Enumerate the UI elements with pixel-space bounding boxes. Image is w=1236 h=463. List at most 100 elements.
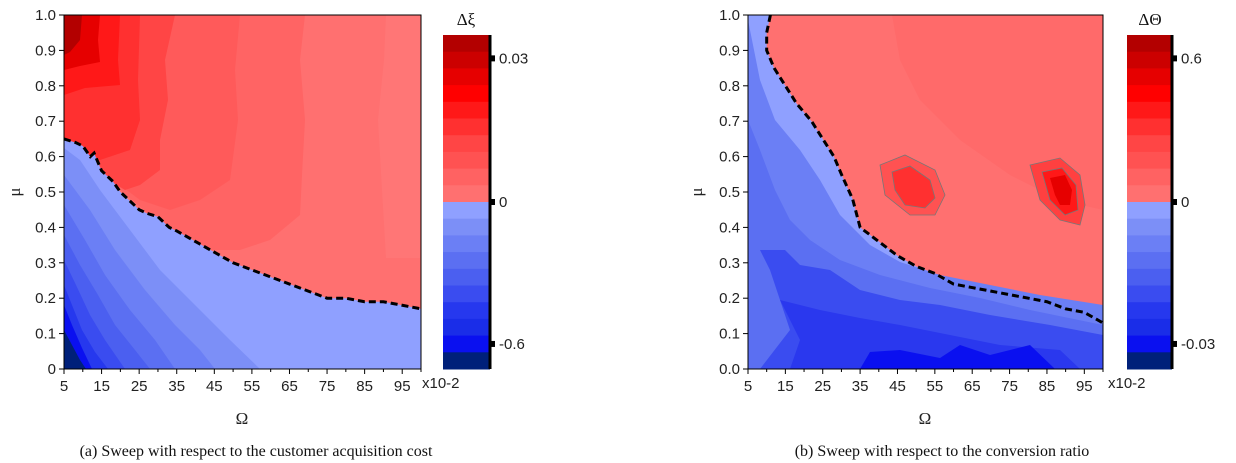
colorbar-swatch [443, 135, 490, 153]
colorbar-swatch [443, 151, 490, 170]
colorbar-swatch [443, 285, 490, 303]
y-tick-label: 0.6 [719, 149, 740, 166]
colorbar-swatch [443, 235, 490, 253]
x-tick-label: 75 [1001, 378, 1018, 395]
colorbar-swatch [1127, 318, 1172, 337]
colorbar-tick-mark [1171, 199, 1177, 205]
colorbar-swatch [443, 85, 490, 103]
colorbar-tick-label: -0.6 [499, 336, 525, 353]
y-tick-label: 0.8 [35, 78, 56, 95]
x-tick-label: 25 [814, 378, 831, 395]
colorbar-swatch [443, 51, 490, 69]
colorbar-title-a: Δξ [457, 10, 476, 29]
colorbar-swatch [1127, 85, 1172, 103]
colorbar-swatch [443, 168, 490, 186]
colorbar-swatch [1127, 135, 1172, 153]
x-tick-label: 15 [777, 378, 794, 395]
y-tick-label: 0.3 [719, 255, 740, 272]
y-tick-label: 0.7 [35, 113, 56, 130]
x-tick-label: 85 [356, 378, 373, 395]
y-tick-label: 0 [48, 361, 56, 378]
x-tick-label: 45 [206, 378, 223, 395]
y-tick-label: 0.9 [35, 42, 56, 59]
band-blue-8-a [64, 330, 86, 369]
caption-a: (a) Sweep with respect to the customer a… [80, 443, 433, 460]
colorbar-tick-label: 0.6 [1181, 50, 1202, 67]
hotspot-ring-1-2-b [891, 165, 936, 209]
y-axis-label-a: μ [5, 187, 24, 196]
x-tick-label: 65 [964, 378, 981, 395]
colorbar-swatch [443, 318, 490, 337]
colorbar-tick-mark [489, 199, 495, 205]
colorbar-swatch [1127, 235, 1172, 253]
y-tick-label: 0.5 [719, 184, 740, 201]
y-tick-label: 0.9 [719, 42, 740, 59]
x-tick-label: 75 [319, 378, 336, 395]
x-tick-label: 65 [281, 378, 298, 395]
colorbar-tick-label: 0 [1181, 194, 1189, 211]
colorbar-swatch [1127, 335, 1172, 353]
y-tick-label: 0.1 [719, 326, 740, 343]
axes-b: 5 15 25 35 45 55 65 75 85 95 0.0 0.1 0.2 0.3 0.4 0.5 0.6… [719, 7, 1104, 395]
y-tick-label: 0.3 [35, 255, 56, 272]
colorbar-swatch [1127, 101, 1172, 119]
y-tick-label: 0.0 [719, 361, 740, 378]
colorbar-swatch [1127, 202, 1172, 220]
x-tick-label: 95 [394, 378, 411, 395]
band-red-8-a [64, 15, 82, 55]
colorbar-swatch [443, 68, 490, 86]
colorbar-swatch [1127, 252, 1172, 270]
colorbar-swatch [443, 202, 490, 220]
y-tick-label: 1.0 [719, 7, 740, 24]
contour-plot-a [64, 15, 421, 369]
x-tick-label: 25 [131, 378, 148, 395]
y-axis-label-b: μ [687, 187, 706, 196]
colorbar-swatch [1127, 51, 1172, 69]
panel-b: 5 15 25 35 45 55 65 75 85 95 0.0 0.1 0.2 0.3 0.4 0.5 0.6… [687, 7, 1215, 460]
colorbar-swatch [443, 218, 490, 236]
caption-b: (b) Sweep with respect to the conversion… [795, 443, 1090, 460]
y-tick-label: 1.0 [35, 7, 56, 24]
axes-a: 5 15 25 35 45 55 65 75 85 95 0 0.1 0.2 0.3 0.4 0.5 0.6 0.… [35, 7, 422, 395]
x-tick-label: 5 [744, 378, 752, 395]
colorbar-tick-label: 0 [499, 194, 507, 211]
panel-a: 5 15 25 35 45 55 65 75 85 95 0 0.1 0.2 0.3 0.4 0.5 0.6 0.… [5, 7, 528, 460]
colorbar-swatch [1127, 151, 1172, 170]
colorbar-swatch [1127, 35, 1172, 53]
y-tick-label: 0.6 [35, 149, 56, 166]
y-tick-label: 0.1 [35, 326, 56, 343]
colorbar-swatch [1127, 68, 1172, 86]
colorbar-tick-mark [489, 340, 495, 347]
colorbar-swatch [443, 35, 490, 53]
zero-boundary-line-b [765, 15, 1103, 325]
colorbar-swatch [1127, 118, 1172, 136]
colorbar-swatch [1127, 218, 1172, 236]
colorbar-swatch [443, 268, 490, 286]
x-tick-label: 45 [889, 378, 906, 395]
y-tick-label: 0.8 [719, 78, 740, 95]
x-tick-label: 95 [1076, 378, 1093, 395]
hotspot-core-2-b [1050, 175, 1072, 205]
colorbar-title-b: ΔΘ [1138, 10, 1161, 29]
colorbar-swatch [443, 185, 490, 203]
colorbar-swatch [1127, 268, 1172, 286]
colorbar-swatch [443, 302, 490, 320]
colorbar-a: 0.03 0 -0.6 [443, 35, 528, 370]
colorbar-b: 0.6 0 -0.03 [1127, 35, 1215, 370]
x-tick-label: 55 [926, 378, 943, 395]
y-tick-label: 0.2 [719, 290, 740, 307]
colorbar-swatch [443, 101, 490, 119]
colorbar-tick-label: 0.03 [499, 50, 528, 67]
colorbar-swatch [443, 252, 490, 270]
band-blue-5-b [860, 345, 1055, 369]
colorbar-swatch [1127, 352, 1172, 370]
x-axis-label-a: Ω [236, 409, 249, 428]
colorbar-swatch [1127, 185, 1172, 203]
x-tick-label: 35 [168, 378, 185, 395]
y-tick-label: 0.7 [719, 113, 740, 130]
colorbar-swatch [443, 335, 490, 353]
colorbar-tick-label: -0.03 [1181, 336, 1215, 353]
x-multiplier-a: x10-2 [422, 375, 460, 392]
x-tick-label: 85 [1039, 378, 1056, 395]
